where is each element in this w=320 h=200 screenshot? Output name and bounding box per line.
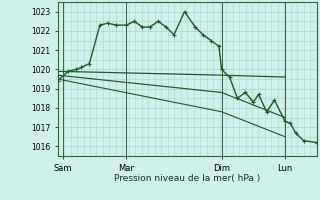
X-axis label: Pression niveau de la mer( hPa ): Pression niveau de la mer( hPa ) — [114, 174, 260, 183]
